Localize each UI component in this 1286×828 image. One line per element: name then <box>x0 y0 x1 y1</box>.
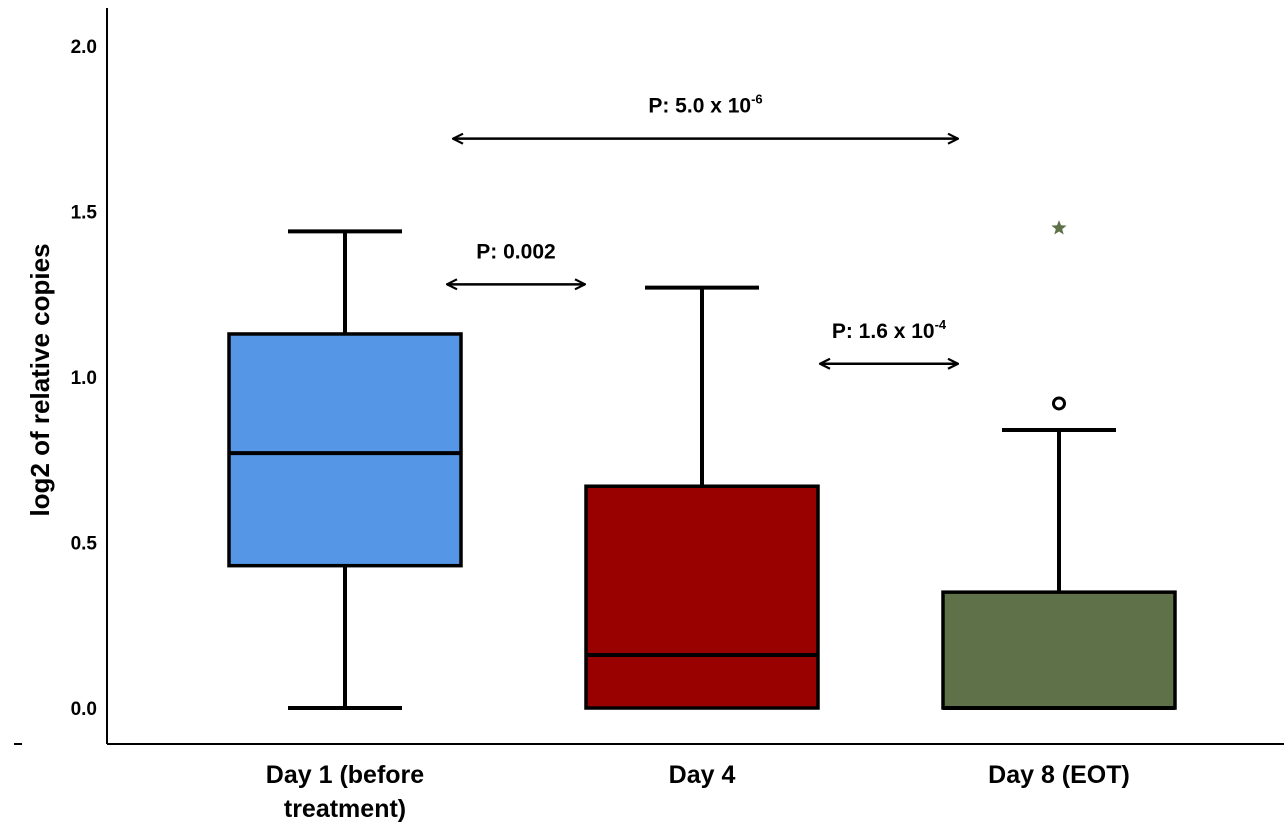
category-label: Day 1 (before <box>266 761 424 789</box>
y-axis-title: log2 of relative copies <box>25 243 55 516</box>
p-value-label: P: 5.0 x 10-6 <box>648 92 762 118</box>
y-tick-label: 0.5 <box>71 534 98 555</box>
p-value-label: P: 1.6 x 10-4 <box>832 317 947 343</box>
p-value-exponent: -4 <box>935 317 947 332</box>
y-tick-label: 1.0 <box>71 368 97 389</box>
significance-annotations: P: 5.0 x 10-6 P: 0.002 P: 1.6 x 10-4 <box>447 92 958 364</box>
category-label: Day 8 (EOT) <box>988 761 1130 789</box>
p-value-exponent: -6 <box>751 92 763 107</box>
box-group <box>941 220 1177 710</box>
outlier-point <box>1052 396 1066 411</box>
y-tick-labels: 0.0 0.5 1.0 1.5 2.0 <box>71 37 98 720</box>
box-iqr <box>227 332 463 568</box>
box-iqr <box>584 484 820 710</box>
box-group <box>584 285 820 710</box>
p-value-text: P: 5.0 x 10 <box>648 95 751 118</box>
extreme-point-star <box>1051 220 1067 235</box>
p-value-label: P: 0.002 <box>476 240 555 263</box>
box-group <box>227 229 463 710</box>
box-iqr <box>941 590 1177 710</box>
category-label: treatment) <box>284 795 406 823</box>
p-value-text: P: 0.002 <box>476 240 555 263</box>
category-label: Day 4 <box>669 761 736 789</box>
y-tick-label: 2.0 <box>71 37 97 58</box>
boxes <box>227 220 1177 710</box>
p-value-text: P: 1.6 x 10 <box>832 320 935 343</box>
y-tick-label: 1.5 <box>71 203 98 224</box>
category-labels: Day 1 (before treatment) Day 4 Day 8 (EOT) <box>266 761 1130 823</box>
y-axis: 0.0 0.5 1.0 1.5 2.0 <box>71 8 108 744</box>
y-tick-label: 0.0 <box>71 699 97 720</box>
